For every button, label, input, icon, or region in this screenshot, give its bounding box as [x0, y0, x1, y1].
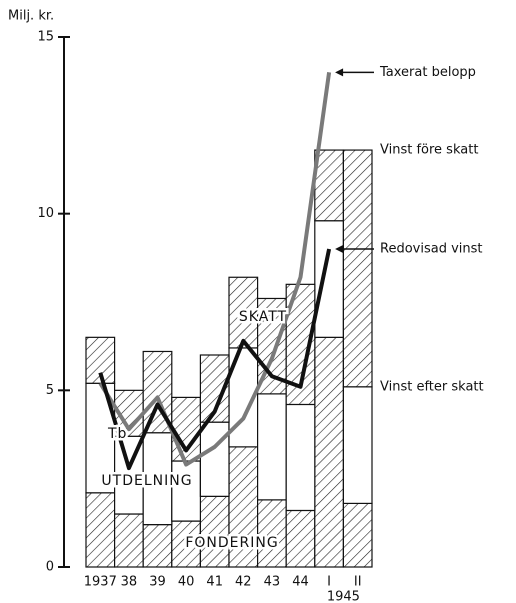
x-tick-label: 43	[264, 575, 281, 590]
bar-segment	[257, 499, 287, 568]
x-tick-label: 41	[206, 575, 223, 590]
annotation: Vinst före skatt	[380, 143, 478, 158]
x-tick-label: 39	[149, 575, 166, 590]
y-tick-label: 15	[37, 30, 54, 45]
bar-segment	[314, 220, 344, 338]
bar-segment	[257, 393, 287, 501]
bar-segment	[113, 513, 144, 568]
bar-segment	[171, 460, 202, 522]
x-tick-label: 40	[178, 575, 195, 590]
bar-segment	[285, 403, 316, 512]
series-label: SKATT	[239, 309, 287, 325]
bar-segment	[142, 523, 173, 568]
x-tick-label: 42	[235, 575, 252, 590]
line	[98, 248, 332, 471]
bar-segment	[199, 421, 230, 497]
y-tick-label: 0	[46, 560, 54, 575]
y-tick-label: 10	[37, 206, 54, 221]
series-label: UTDELNING	[101, 473, 192, 489]
bar-segment	[85, 492, 116, 568]
bar-segment	[342, 386, 373, 504]
x-tick-label: 38	[121, 575, 138, 590]
bar-segment	[314, 149, 344, 222]
bar-segment	[228, 446, 259, 568]
x-tick-label: II	[354, 575, 362, 590]
bar-segment	[342, 149, 373, 388]
series-label: Taxerat belopp	[379, 65, 476, 80]
x-tick-label: 1937	[84, 575, 117, 590]
x-group-label: 1945	[327, 590, 360, 603]
bar-segment	[314, 336, 344, 568]
y-tick-label: 5	[46, 383, 54, 398]
bar-segment	[285, 509, 316, 568]
arrow-head	[335, 68, 344, 77]
arrow-head	[335, 245, 344, 253]
annotation: Vinst efter skatt	[380, 379, 484, 394]
y-axis-label: Milj. kr.	[8, 9, 54, 24]
line	[98, 72, 332, 467]
series-label: FONDERING	[185, 535, 278, 551]
series-label: Redovisad vinst	[380, 242, 483, 257]
x-tick-label: 44	[292, 575, 309, 590]
annotation: Tb	[107, 426, 127, 442]
bar-segment	[342, 502, 373, 568]
bar-segment	[199, 495, 230, 568]
x-tick-label: I	[327, 575, 331, 590]
